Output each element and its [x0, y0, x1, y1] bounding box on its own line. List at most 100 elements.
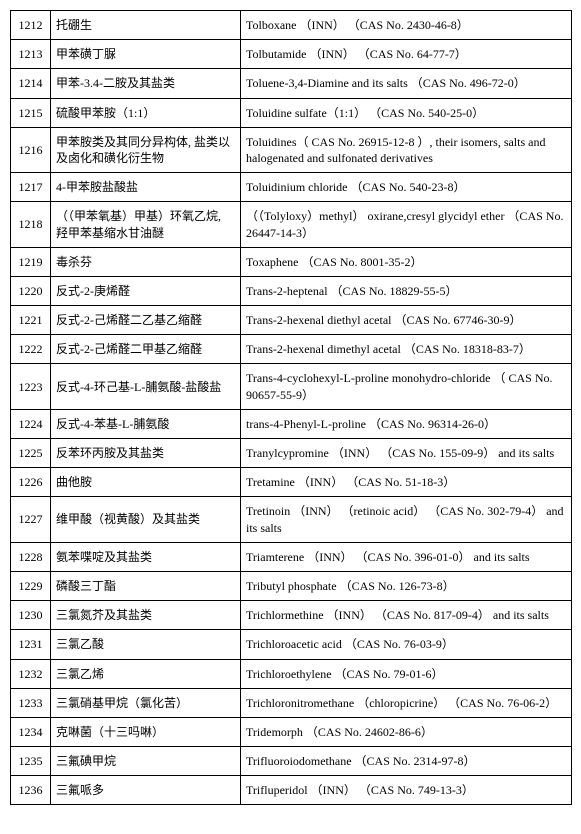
table-row: 1228氨苯喋啶及其盐类Triamterene （INN） （CAS No. 3…	[11, 542, 572, 571]
chinese-name: 甲苯磺丁脲	[51, 40, 241, 69]
row-number: 1231	[11, 630, 51, 659]
chinese-name: 维甲酸（视黄酸）及其盐类	[51, 497, 241, 542]
row-number: 1221	[11, 306, 51, 335]
row-number: 1235	[11, 747, 51, 776]
chinese-name: 三氯乙烯	[51, 659, 241, 688]
english-name: Toluidinium chloride （CAS No. 540-23-8）	[241, 173, 572, 202]
chinese-name: 三氯硝基甲烷（氯化苦）	[51, 688, 241, 717]
table-row: 1218（（甲苯氧基）甲基）环氧乙烷, 羟甲苯基缩水甘油醚（（Tolyloxy）…	[11, 202, 572, 247]
english-name: Trans-2-hexenal diethyl acetal （CAS No. …	[241, 306, 572, 335]
row-number: 1233	[11, 688, 51, 717]
row-number: 1218	[11, 202, 51, 247]
table-row: 1229磷酸三丁酯Tributyl phosphate （CAS No. 126…	[11, 571, 572, 600]
chinese-name: 磷酸三丁酯	[51, 571, 241, 600]
english-name: Tridemorph （CAS No. 24602-86-6）	[241, 717, 572, 746]
table-row: 1219毒杀芬Toxaphene （CAS No. 8001-35-2）	[11, 247, 572, 276]
table-row: 1230三氯氮芥及其盐类Trichlormethine （INN） （CAS N…	[11, 601, 572, 630]
row-number: 1236	[11, 776, 51, 805]
row-number: 1226	[11, 468, 51, 497]
table-row: 1232三氯乙烯Trichloroethylene （CAS No. 79-01…	[11, 659, 572, 688]
row-number: 1222	[11, 335, 51, 364]
english-name: Toluene-3,4-Diamine and its salts （CAS N…	[241, 69, 572, 98]
english-name: Trifluperidol （INN） （CAS No. 749-13-3）	[241, 776, 572, 805]
english-name: Triamterene （INN） （CAS No. 396-01-0） and…	[241, 542, 572, 571]
chinese-name: 毒杀芬	[51, 247, 241, 276]
table-row: 1225反苯环丙胺及其盐类Tranylcypromine （INN） （CAS …	[11, 439, 572, 468]
english-name: Tranylcypromine （INN） （CAS No. 155-09-9）…	[241, 439, 572, 468]
row-number: 1213	[11, 40, 51, 69]
table-row: 1213甲苯磺丁脲Tolbutamide （INN） （CAS No. 64-7…	[11, 40, 572, 69]
chinese-name: 反式-2-庚烯醛	[51, 276, 241, 305]
english-name: Tretinoin （INN） （retinoic acid） （CAS No.…	[241, 497, 572, 542]
table-row: 1226曲他胺Tretamine （INN） （CAS No. 51-18-3）	[11, 468, 572, 497]
english-name: Toluidine sulfate（1:1） （CAS No. 540-25-0…	[241, 98, 572, 127]
english-name: Trichloronitromethane （chloropicrine） （C…	[241, 688, 572, 717]
table-row: 1236三氟哌多Trifluperidol （INN） （CAS No. 749…	[11, 776, 572, 805]
english-name: Trichloroethylene （CAS No. 79-01-6）	[241, 659, 572, 688]
english-name: Trichlormethine （INN） （CAS No. 817-09-4）…	[241, 601, 572, 630]
chinese-name: 反式-2-己烯醛二乙基乙缩醛	[51, 306, 241, 335]
table-row: 1231三氯乙酸Trichloroacetic acid （CAS No. 76…	[11, 630, 572, 659]
row-number: 1219	[11, 247, 51, 276]
table-row: 1214甲苯-3.4-二胺及其盐类Toluene-3,4-Diamine and…	[11, 69, 572, 98]
row-number: 1225	[11, 439, 51, 468]
table-row: 1224反式-4-苯基-L-脯氨酸trans-4-Phenyl-L-prolin…	[11, 409, 572, 438]
table-row: 1222反式-2-己烯醛二甲基乙缩醛Trans-2-hexenal dimeth…	[11, 335, 572, 364]
table-row: 1235三氟碘甲烷Trifluoroiodomethane （CAS No. 2…	[11, 747, 572, 776]
english-name: Trans-2-hexenal dimethyl acetal （CAS No.…	[241, 335, 572, 364]
table-row: 1233三氯硝基甲烷（氯化苦）Trichloronitromethane （ch…	[11, 688, 572, 717]
english-name: Trans-4-cyclohexyl-L-proline monohydro-c…	[241, 364, 572, 409]
row-number: 1228	[11, 542, 51, 571]
table-body: 1212托硼生Tolboxane （INN） （CAS No. 2430-46-…	[11, 11, 572, 805]
row-number: 1234	[11, 717, 51, 746]
table-row: 1234克啉菌（十三吗啉）Tridemorph （CAS No. 24602-8…	[11, 717, 572, 746]
table-row: 1227维甲酸（视黄酸）及其盐类Tretinoin （INN） （retinoi…	[11, 497, 572, 542]
table-row: 1223反式-4-环己基-L-脯氨酸-盐酸盐Trans-4-cyclohexyl…	[11, 364, 572, 409]
chinese-name: 硫酸甲苯胺（1:1）	[51, 98, 241, 127]
english-name: trans-4-Phenyl-L-proline （CAS No. 96314-…	[241, 409, 572, 438]
table-row: 1212托硼生Tolboxane （INN） （CAS No. 2430-46-…	[11, 11, 572, 40]
chinese-name: 三氯乙酸	[51, 630, 241, 659]
english-name: Tolbutamide （INN） （CAS No. 64-77-7）	[241, 40, 572, 69]
chinese-name: 氨苯喋啶及其盐类	[51, 542, 241, 571]
row-number: 1223	[11, 364, 51, 409]
chinese-name: 4-甲苯胺盐酸盐	[51, 173, 241, 202]
row-number: 1229	[11, 571, 51, 600]
english-name: Toxaphene （CAS No. 8001-35-2）	[241, 247, 572, 276]
row-number: 1227	[11, 497, 51, 542]
row-number: 1212	[11, 11, 51, 40]
chinese-name: 甲苯-3.4-二胺及其盐类	[51, 69, 241, 98]
row-number: 1224	[11, 409, 51, 438]
chinese-name: 反苯环丙胺及其盐类	[51, 439, 241, 468]
table-row: 1221反式-2-己烯醛二乙基乙缩醛Trans-2-hexenal diethy…	[11, 306, 572, 335]
english-name: Tolboxane （INN） （CAS No. 2430-46-8）	[241, 11, 572, 40]
english-name: Trifluoroiodomethane （CAS No. 2314-97-8）	[241, 747, 572, 776]
chinese-name: （（甲苯氧基）甲基）环氧乙烷, 羟甲苯基缩水甘油醚	[51, 202, 241, 247]
table-row: 12174-甲苯胺盐酸盐Toluidinium chloride （CAS No…	[11, 173, 572, 202]
english-name: Trans-2-heptenal （CAS No. 18829-55-5）	[241, 276, 572, 305]
row-number: 1216	[11, 127, 51, 172]
chinese-name: 曲他胺	[51, 468, 241, 497]
row-number: 1220	[11, 276, 51, 305]
english-name: Toluidines（ CAS No. 26915-12-8 ）, their …	[241, 127, 572, 172]
chinese-name: 反式-2-己烯醛二甲基乙缩醛	[51, 335, 241, 364]
row-number: 1232	[11, 659, 51, 688]
chinese-name: 反式-4-苯基-L-脯氨酸	[51, 409, 241, 438]
chinese-name: 托硼生	[51, 11, 241, 40]
chinese-name: 克啉菌（十三吗啉）	[51, 717, 241, 746]
table-row: 1220反式-2-庚烯醛Trans-2-heptenal （CAS No. 18…	[11, 276, 572, 305]
row-number: 1217	[11, 173, 51, 202]
row-number: 1215	[11, 98, 51, 127]
chinese-name: 甲苯胺类及其同分异构体, 盐类以及卤化和磺化衍生物	[51, 127, 241, 172]
english-name: Tributyl phosphate （CAS No. 126-73-8）	[241, 571, 572, 600]
substance-table: 1212托硼生Tolboxane （INN） （CAS No. 2430-46-…	[10, 10, 572, 805]
chinese-name: 三氟碘甲烷	[51, 747, 241, 776]
row-number: 1214	[11, 69, 51, 98]
english-name: （（Tolyloxy）methyl） oxirane,cresyl glycid…	[241, 202, 572, 247]
chinese-name: 三氯氮芥及其盐类	[51, 601, 241, 630]
english-name: Tretamine （INN） （CAS No. 51-18-3）	[241, 468, 572, 497]
row-number: 1230	[11, 601, 51, 630]
table-row: 1215硫酸甲苯胺（1:1）Toluidine sulfate（1:1） （CA…	[11, 98, 572, 127]
chinese-name: 反式-4-环己基-L-脯氨酸-盐酸盐	[51, 364, 241, 409]
table-row: 1216甲苯胺类及其同分异构体, 盐类以及卤化和磺化衍生物Toluidines（…	[11, 127, 572, 172]
